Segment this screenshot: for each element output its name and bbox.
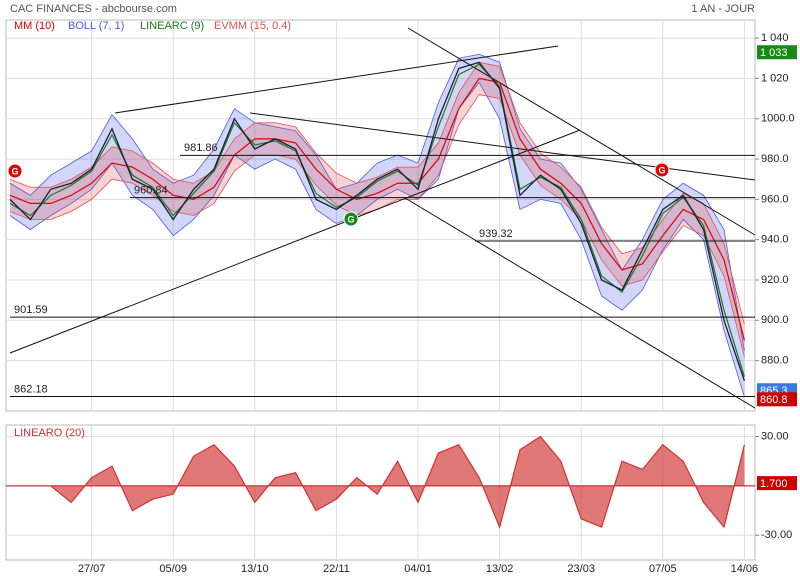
price-tag-label: 860.8 — [760, 394, 788, 406]
y-tick-label: 30.00 — [761, 430, 789, 442]
trend-line — [249, 112, 756, 181]
level-label: 960.84 — [134, 185, 168, 197]
trend-line — [407, 27, 756, 236]
oscillator-panel — [5, 424, 756, 561]
signal-label: G — [658, 165, 665, 175]
legend-item: MM (10) — [14, 20, 55, 32]
price-tag — [757, 45, 797, 60]
level-label: 901.59 — [14, 304, 48, 316]
x-tick-label: 22/11 — [323, 563, 350, 575]
chart-subtitle: 1 AN - JOUR — [691, 3, 755, 15]
y-tick-label: 900.0 — [761, 314, 789, 326]
signal-marker — [343, 211, 359, 227]
x-tick-label: 13/10 — [241, 563, 269, 575]
trend-line — [114, 45, 559, 114]
signal-label: G — [11, 166, 18, 176]
x-tick-label: 04/01 — [404, 563, 432, 575]
y-tick-label: 1 020 — [761, 72, 789, 84]
y-tick-label: 940.0 — [761, 234, 789, 246]
level-label: 981.86 — [184, 142, 218, 154]
price-tag — [757, 476, 797, 491]
x-tick-label: 07/05 — [649, 563, 677, 575]
main-panel — [5, 19, 756, 412]
y-tick-label: -30.00 — [761, 529, 792, 541]
y-tick-label: 920.0 — [761, 274, 789, 286]
trend-line — [404, 197, 756, 409]
x-tick-label: 23/03 — [567, 563, 595, 575]
x-tick-label: 27/07 — [78, 563, 106, 575]
overlay: 981.86 960.84 939.32 901.59 862.18 G G G 1 033 86… — [7, 45, 797, 491]
signal-label: G — [347, 214, 354, 224]
signal-marker — [654, 162, 670, 178]
lines — [9, 61, 746, 529]
band-area — [10, 54, 745, 397]
price-tag — [757, 392, 797, 407]
signal-marker — [7, 163, 23, 179]
price-line — [9, 61, 746, 381]
band-upper — [9, 61, 745, 325]
legend-item: EVMM (15, 0.4) — [214, 20, 291, 32]
y-tick-label: 980.0 — [761, 153, 789, 165]
grid: 1 040 1 020 1000.0 980.0 960.0 940.0 920.0 900.… — [6, 20, 795, 575]
series-line — [9, 77, 745, 341]
y-tick-label: 960.0 — [761, 193, 789, 205]
oscillator-line — [10, 435, 745, 529]
y-tick-label: 880.0 — [761, 355, 789, 367]
level-label: 939.32 — [479, 228, 513, 240]
legend-item: LINEARC (9) — [140, 20, 204, 32]
price-tag-label: 1 033 — [760, 47, 788, 59]
x-tick-label: 05/09 — [159, 563, 187, 575]
trend-lines — [9, 27, 756, 409]
level-label: 862.18 — [14, 383, 48, 395]
oscillator-area — [10, 436, 745, 528]
series-line — [9, 63, 745, 377]
legend-item: BOLL (7, 1) — [68, 20, 124, 32]
y-tick-label: 1 040 — [761, 32, 789, 44]
chart-title: CAC FINANCES - abcbourse.com — [10, 3, 177, 15]
legend-item: LINEARO (20) — [14, 427, 85, 439]
trend-line — [9, 129, 581, 354]
price-tag-label: 1.700 — [760, 478, 788, 490]
band-lower — [9, 81, 745, 398]
x-tick-label: 13/02 — [486, 563, 514, 575]
x-tick-label: 14/06 — [731, 563, 759, 575]
y-tick-label: 1000.0 — [761, 113, 795, 125]
